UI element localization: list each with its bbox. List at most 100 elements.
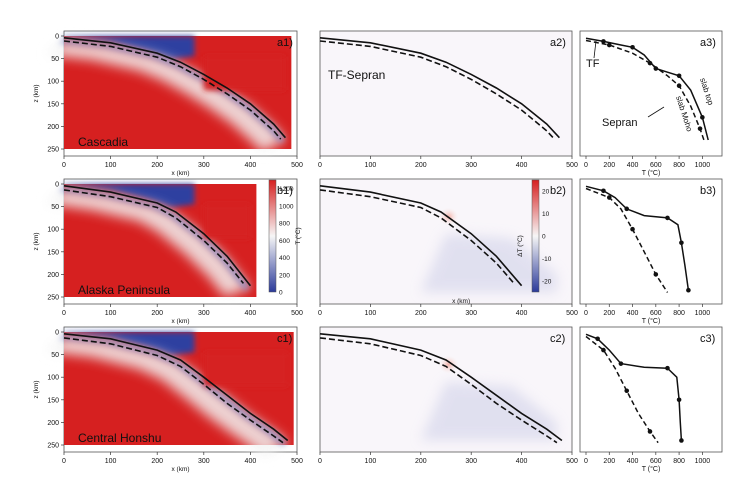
T-tick-label: 1000: [695, 458, 711, 465]
region-label: Central Honshu: [78, 431, 161, 445]
T-tick-label: 200: [603, 458, 615, 465]
geotherm-point: [653, 272, 659, 277]
x-tick-label: 100: [365, 162, 377, 169]
slab-moho-line: [63, 189, 245, 284]
geotherm-point: [624, 388, 630, 394]
panel-frame: [579, 178, 723, 305]
colorbar-dT: [531, 179, 540, 293]
T-tick-label: 200: [603, 310, 615, 317]
x-tick-label: 500: [291, 162, 303, 169]
x-tick-label: 300: [465, 310, 477, 317]
x-tick-label: 0: [62, 162, 66, 169]
colorbar-T-label: T (°C): [294, 227, 302, 244]
colorbar-T-tick: 200: [279, 272, 290, 279]
x-tick-label: 400: [245, 310, 257, 317]
T-tick-label: 600: [650, 162, 662, 169]
T-tick-label: 800: [673, 162, 685, 169]
colorbar-T-tick: 1000: [279, 203, 294, 210]
z-tick-label: 250: [47, 147, 59, 154]
x-tick-label: 100: [105, 458, 117, 465]
mantle-wedge: [203, 352, 288, 387]
x-tick-label: 300: [198, 310, 210, 317]
legend-tf-pointer: [593, 40, 597, 59]
T-tick-label: 600: [650, 458, 662, 465]
geotherm-point: [606, 195, 612, 200]
panel-label: c3): [700, 333, 715, 345]
panel-label: b1): [277, 185, 293, 197]
x-tick-label: 0: [318, 162, 322, 169]
z-tick-label: 50: [51, 204, 59, 211]
x-tick-label: 500: [566, 162, 578, 169]
z-tick-label: 0: [55, 34, 59, 41]
x-tick-label: 500: [291, 310, 303, 317]
z-axis-label: z (km): [33, 380, 40, 398]
geotherm-slab-top: [585, 333, 683, 441]
geotherm-point: [679, 240, 684, 246]
z-axis-label: z (km): [33, 84, 40, 102]
x-tick-label: 200: [151, 162, 163, 169]
T-tick-label: 1000: [695, 310, 711, 317]
cold-wedge: [64, 332, 195, 356]
x-tick-label: 100: [365, 310, 377, 317]
T-tick-label: 0: [584, 162, 588, 169]
z-tick-label: 250: [47, 443, 59, 450]
slab-top-line: [63, 185, 252, 287]
geotherm-slab-moho: [585, 39, 706, 143]
x-tick-label: 200: [151, 310, 163, 317]
legend-sepran: Sepran: [602, 117, 637, 129]
x-tick-label: 200: [151, 458, 163, 465]
T-tick-label: 200: [603, 162, 615, 169]
geotherm-point: [618, 361, 624, 366]
slab-top-line: [319, 185, 523, 287]
slab-top-line: [63, 333, 289, 442]
x-tick-label: 100: [105, 310, 117, 317]
geotherm-point: [676, 73, 682, 79]
z-tick-label: 150: [47, 101, 59, 108]
x-tick-label: 300: [198, 458, 210, 465]
z-tick-label: 0: [55, 182, 59, 189]
z-tick-label: 100: [47, 227, 59, 234]
panel-label: a3): [700, 37, 716, 49]
cold-wedge: [64, 184, 195, 208]
mantle-wedge: [203, 204, 251, 239]
x-tick-label: 300: [465, 458, 477, 465]
z-tick-label: 200: [47, 272, 59, 279]
x-axis-label: x (km): [452, 298, 470, 305]
T-tick-label: 400: [627, 310, 639, 317]
z-tick-label: 150: [47, 397, 59, 404]
cool-anomaly: [420, 381, 557, 441]
slab-top-line: [319, 37, 560, 139]
z-tick-label: 200: [47, 420, 59, 427]
warm-anomaly: [438, 355, 459, 374]
colorbar-dT-tick: 10: [542, 211, 550, 218]
x-tick-label: 200: [415, 310, 427, 317]
x-tick-label: 400: [245, 162, 257, 169]
geotherm-point: [697, 126, 703, 131]
x-tick-label: 300: [198, 162, 210, 169]
slab-moho-line: [319, 40, 555, 140]
z-tick-label: 200: [47, 124, 59, 131]
colorbar-T-tick: 400: [279, 255, 290, 262]
geotherm-point: [665, 215, 670, 221]
panel-label: a2): [550, 37, 566, 49]
geotherm-point: [647, 429, 653, 434]
x-tick-label: 100: [105, 162, 117, 169]
slab-moho-line: [319, 189, 515, 284]
temperature-field: [45, 184, 257, 297]
T-tick-label: 600: [650, 310, 662, 317]
legend-tf: TF: [586, 58, 600, 70]
colorbar-dT-tick: -10: [542, 256, 552, 263]
region-label: Alaska Peninsula: [78, 283, 170, 297]
panel-label: c2): [550, 333, 565, 345]
x-tick-label: 100: [365, 458, 377, 465]
colorbar-T-tick: 600: [279, 238, 290, 245]
x-tick-label: 0: [62, 310, 66, 317]
x-tick-label: 500: [566, 458, 578, 465]
T-tick-label: 800: [673, 310, 685, 317]
geotherm-point: [676, 83, 682, 89]
slab-moho-line: [63, 40, 282, 140]
geotherm-point: [606, 42, 612, 48]
T-tick-label: 400: [627, 458, 639, 465]
colorbar-dT-tick: 20: [542, 189, 550, 196]
slab-top-line: [319, 333, 563, 442]
